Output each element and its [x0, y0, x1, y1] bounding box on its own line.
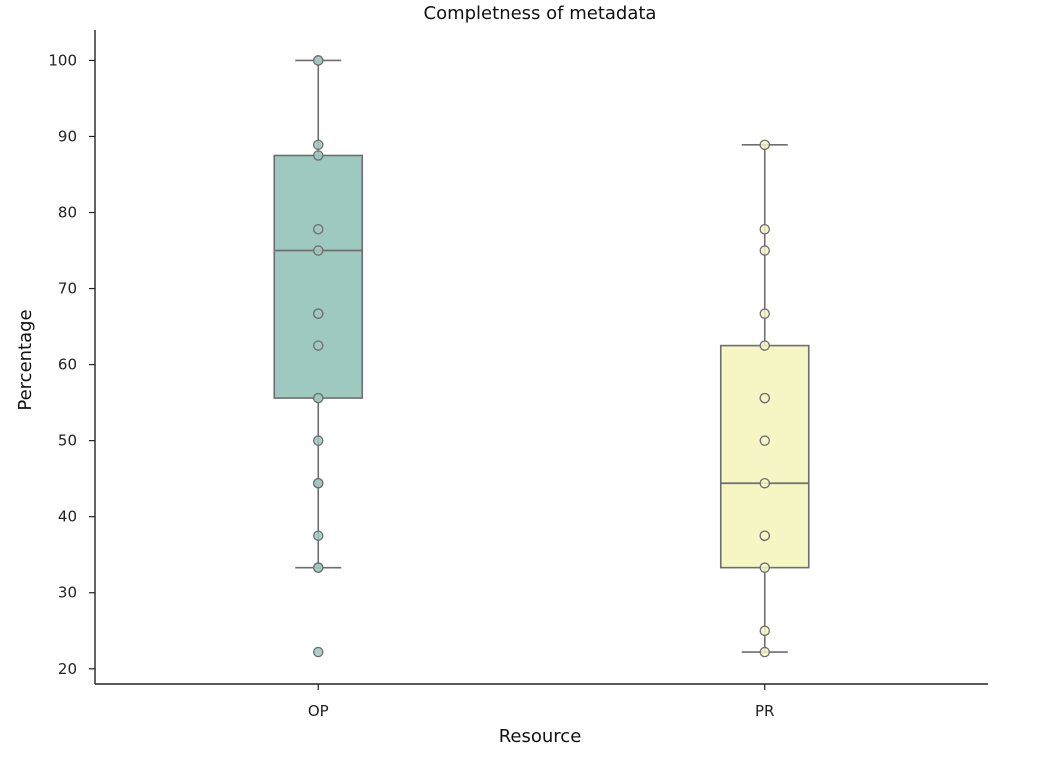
box-group-op	[273, 55, 364, 658]
data-point	[759, 625, 771, 637]
data-point	[759, 340, 771, 351]
y-tick-label: 50	[58, 432, 77, 450]
data-point	[312, 139, 324, 151]
x-tick-label: PR	[755, 702, 774, 720]
data-point	[312, 340, 324, 351]
y-tick-label: 60	[58, 356, 77, 374]
y-tick-label: 40	[58, 508, 77, 526]
y-tick-label: 70	[58, 280, 77, 298]
plot-area	[273, 55, 810, 658]
data-point	[759, 646, 771, 658]
data-point	[312, 55, 324, 66]
data-point	[759, 139, 771, 151]
y-tick-label: 90	[58, 127, 77, 145]
data-point	[759, 562, 771, 573]
data-point	[759, 308, 771, 319]
data-point	[312, 150, 324, 161]
data-point	[312, 435, 324, 446]
data-point	[312, 223, 324, 235]
data-point	[759, 392, 771, 404]
data-point	[312, 530, 324, 541]
y-tick-label: 20	[58, 660, 77, 678]
box-group-pr	[719, 139, 810, 658]
data-point	[759, 435, 771, 446]
x-axis-label: Resource	[499, 726, 582, 747]
chart-title: Completness of metadata	[424, 3, 657, 24]
y-tick-label: 80	[58, 204, 77, 222]
data-point	[759, 530, 771, 541]
data-point	[312, 245, 324, 256]
data-point	[312, 646, 324, 658]
x-tick-label: OP	[308, 702, 329, 720]
data-point	[312, 562, 324, 573]
data-point	[759, 477, 771, 489]
data-point	[312, 392, 324, 404]
y-axis-label: Percentage	[15, 309, 36, 410]
data-point	[312, 477, 324, 489]
y-tick-label: 100	[48, 51, 77, 69]
data-point	[759, 223, 771, 235]
y-tick-label: 30	[58, 584, 77, 602]
iqr-box	[273, 154, 364, 399]
data-point	[759, 245, 771, 256]
data-point	[312, 308, 324, 319]
